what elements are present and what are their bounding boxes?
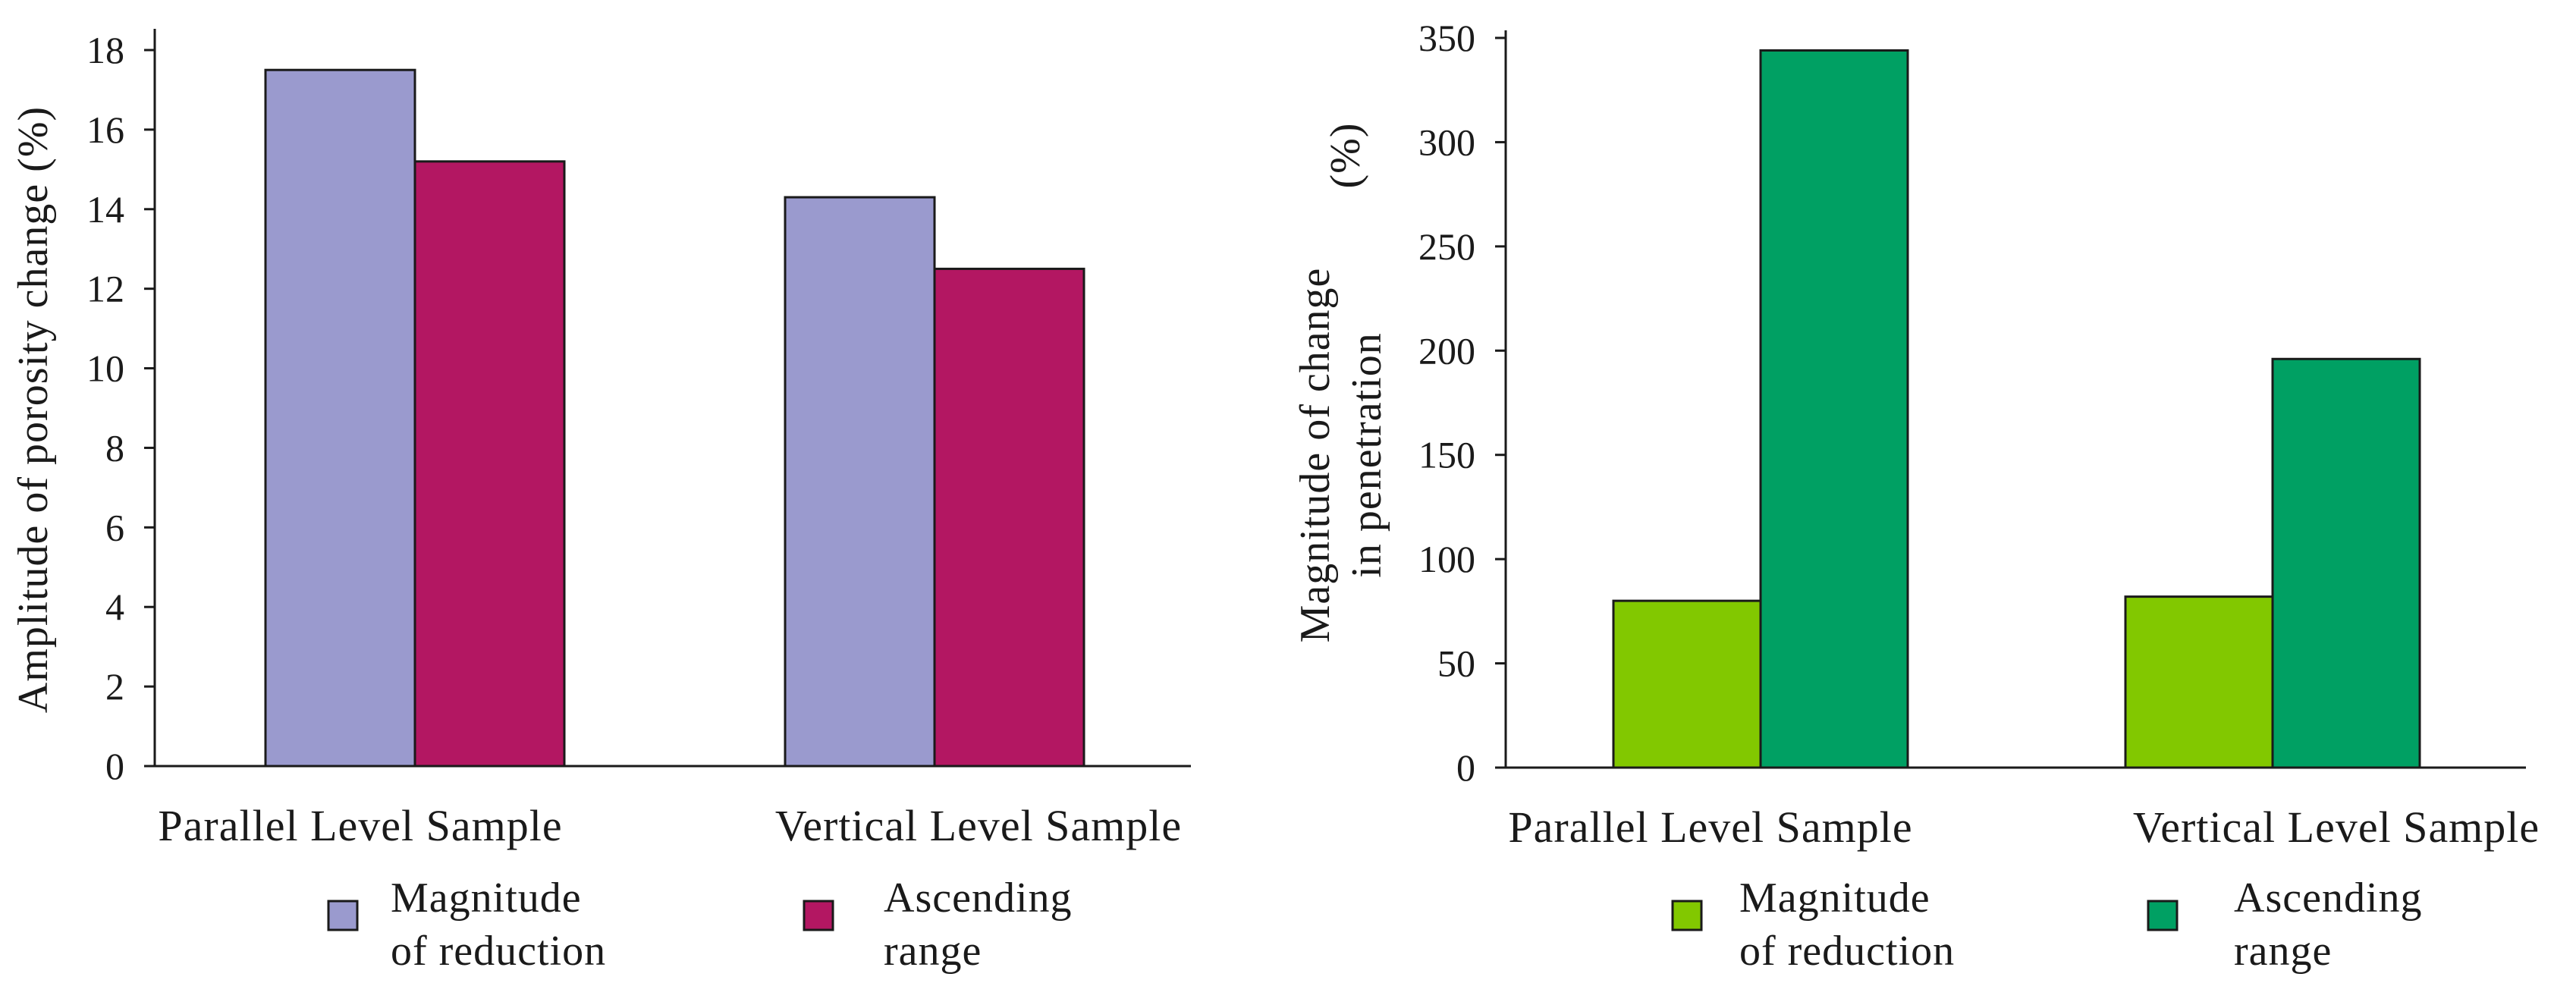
right-legend-label-ascending-2: range xyxy=(2234,928,2332,975)
right-category-label-parallel: Parallel Level Sample xyxy=(1508,802,1912,852)
right-y-tick-label: 150 xyxy=(1418,434,1475,476)
right-legend-label-reduction-2: of reduction xyxy=(1739,928,1955,975)
right-bar-reduction-vertical xyxy=(2124,595,2274,769)
right-y-tick-label: 350 xyxy=(1418,17,1475,59)
left-y-tick-label: 6 xyxy=(105,506,124,548)
right-y-tick-label: 100 xyxy=(1418,538,1475,580)
left-y-tick-label: 18 xyxy=(86,29,124,71)
left-bar-reduction-vertical xyxy=(784,196,936,768)
left-legend-label-reduction-2: of reduction xyxy=(391,928,606,975)
right-y-tick-label: 0 xyxy=(1456,746,1475,789)
left-legend-label-reduction-1: Magnitude xyxy=(391,875,582,922)
right-y-axis-label-line1: Magnitude of change xyxy=(1292,268,1339,643)
left-y-tick-label: 4 xyxy=(105,586,124,628)
left-category-label-vertical: Vertical Level Sample xyxy=(775,801,1182,850)
right-bar-ascending-parallel xyxy=(1759,49,1909,769)
right-bar-reduction-parallel xyxy=(1612,599,1762,769)
left-bar-ascending-parallel xyxy=(413,160,566,768)
left-y-tick-label: 10 xyxy=(86,347,124,390)
right-bar-ascending-vertical xyxy=(2271,357,2421,769)
right-y-tick-label: 50 xyxy=(1437,642,1475,685)
left-category-label-parallel: Parallel Level Sample xyxy=(158,801,562,850)
left-y-tick-label: 2 xyxy=(105,665,124,708)
left-legend-swatch-reduction xyxy=(327,900,359,931)
right-legend-label-ascending-1: Ascending xyxy=(2234,875,2423,922)
left-bar-ascending-vertical xyxy=(933,267,1085,768)
penetration-chart: 0 50 100 150 200 250 300 350 Parallel Level Sam… xyxy=(1292,17,2540,975)
porosity-chart: 0 2 4 6 8 10 12 14 16 18 Parallel Level Sample Ve… xyxy=(10,29,1191,975)
right-category-label-vertical: Vertical Level Sample xyxy=(2133,802,2540,852)
right-y-axis-label-unit: (%) xyxy=(1322,123,1369,189)
left-y-tick-label: 8 xyxy=(105,426,124,469)
right-y-axis-label-line2: in penetration xyxy=(1343,332,1390,577)
left-legend-label-ascending-1: Ascending xyxy=(884,875,1073,922)
right-legend-swatch-reduction xyxy=(1671,900,1703,931)
right-legend-label-reduction-1: Magnitude xyxy=(1739,875,1930,922)
left-legend-swatch-ascending xyxy=(803,900,834,931)
right-y-tick-label: 200 xyxy=(1418,329,1475,372)
left-y-axis-label: Amplitude of porosity change (%) xyxy=(10,106,57,713)
left-y-tick-label: 16 xyxy=(86,108,124,151)
right-legend-swatch-ascending xyxy=(2147,900,2179,931)
left-y-tick-label: 14 xyxy=(86,188,124,231)
left-y-tick-label: 0 xyxy=(105,745,124,787)
left-bar-reduction-parallel xyxy=(264,68,416,768)
right-y-tick-label: 250 xyxy=(1418,225,1475,268)
left-legend-label-ascending-2: range xyxy=(884,928,982,975)
left-y-tick-label: 12 xyxy=(86,268,124,310)
right-y-tick-label: 300 xyxy=(1418,121,1475,163)
